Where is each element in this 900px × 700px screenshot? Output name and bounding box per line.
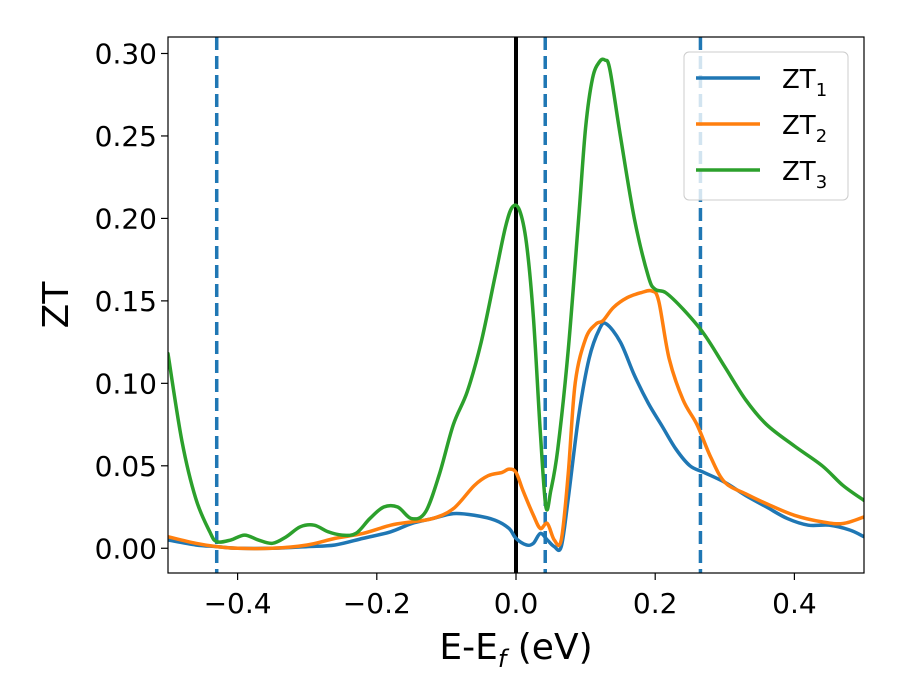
x-tick-label: −0.2 bbox=[343, 587, 411, 620]
series-layer bbox=[168, 57, 864, 553]
legend-label-sub: 3 bbox=[816, 172, 827, 193]
legend-label-zt1: ZT1 bbox=[782, 65, 827, 101]
legend-label-sub: 2 bbox=[816, 126, 827, 147]
x-axis-label-units: (eV) bbox=[506, 627, 592, 668]
x-axis-label-main: E-E bbox=[439, 627, 497, 668]
x-tick-label: 0.0 bbox=[494, 587, 539, 620]
x-tick-label: 0.2 bbox=[633, 587, 678, 620]
y-tick-label: 0.10 bbox=[95, 367, 157, 400]
x-tick-label: 0.4 bbox=[772, 587, 817, 620]
y-tick-label: 0.20 bbox=[95, 202, 157, 235]
y-tick-label: 0.25 bbox=[95, 120, 157, 153]
x-axis-ticks: −0.4 −0.2 0.0 0.2 0.4 bbox=[204, 573, 817, 620]
x-tick-label: −0.4 bbox=[204, 587, 272, 620]
x-axis-label: E-Ef (eV) bbox=[439, 627, 592, 673]
legend-label-main: ZT bbox=[782, 111, 816, 141]
series-line-zt3 bbox=[168, 57, 864, 546]
y-axis-label: ZT bbox=[36, 281, 77, 329]
legend-label-zt2: ZT2 bbox=[782, 111, 827, 147]
legend-box bbox=[683, 51, 849, 201]
legend-label-zt3: ZT3 bbox=[782, 157, 827, 193]
legend-label-main: ZT bbox=[782, 157, 816, 187]
y-axis-ticks: 0.00 0.05 0.10 0.15 0.20 0.25 0.30 bbox=[95, 37, 168, 565]
y-tick-label: 0.30 bbox=[95, 37, 157, 70]
y-tick-label: 0.00 bbox=[95, 532, 157, 565]
legend-label-sub: 1 bbox=[816, 80, 827, 101]
legend-label-main: ZT bbox=[782, 65, 816, 95]
series-line-zt2 bbox=[168, 288, 864, 551]
y-tick-label: 0.05 bbox=[95, 450, 157, 483]
y-tick-label: 0.15 bbox=[95, 285, 157, 318]
